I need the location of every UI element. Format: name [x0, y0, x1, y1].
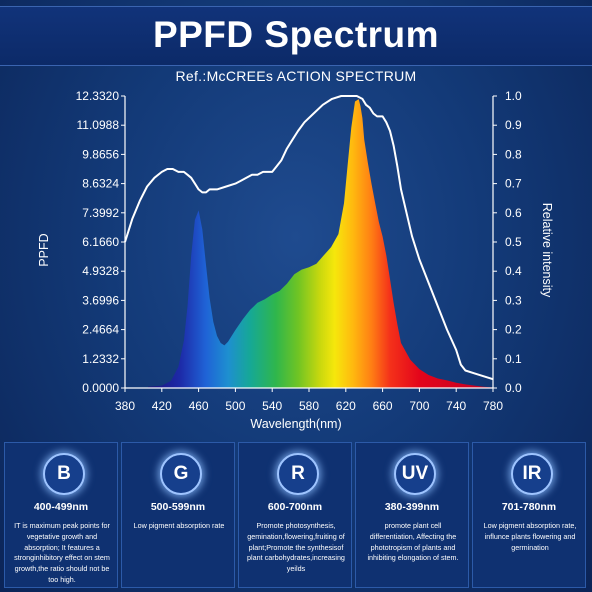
- badge-blue: B: [43, 453, 85, 495]
- y2-axis-label: Relative intensity: [540, 203, 554, 298]
- y-tick-label: 9.8656: [82, 147, 119, 161]
- x-tick-label: 460: [189, 399, 209, 413]
- card-range: 701-780nm: [501, 501, 557, 513]
- card-red: R 600-700nm Promote photosynthesis, gemi…: [238, 442, 352, 588]
- x-tick-label: 500: [225, 399, 245, 413]
- y-tick-label: 3.6996: [82, 293, 119, 307]
- y-tick-label: 2.4664: [82, 323, 119, 337]
- badge-red: R: [277, 453, 319, 495]
- x-tick-label: 660: [373, 399, 393, 413]
- card-description: Low pigment absorption rate: [133, 521, 225, 530]
- y-axis-label: PPFD: [37, 233, 51, 266]
- y2-tick-label: 0.2: [505, 323, 522, 337]
- y2-tick-label: 0.5: [505, 235, 522, 249]
- y2-tick-label: 0.3: [505, 293, 522, 307]
- x-axis-label: Wavelength(nm): [250, 417, 341, 431]
- card-description: Low pigment absorption rate, influnce pl…: [483, 521, 577, 552]
- x-tick-label: 580: [299, 399, 319, 413]
- y2-tick-label: 0.1: [505, 352, 522, 366]
- page-title: PPFD Spectrum: [152, 14, 440, 55]
- card-blue: B 400-499nm IT is maximum peak points fo…: [4, 442, 118, 588]
- y2-tick-label: 0.9: [505, 118, 522, 132]
- spectrum-chart: 0.0000 1.2332 2.4664 3.6996 4.9328 6.1660 7.39…: [37, 89, 554, 431]
- y2-tick-label: 0.7: [505, 177, 522, 191]
- card-uv: UV 380-399nm promote plant cell differen…: [355, 442, 469, 588]
- card-range: 380-399nm: [384, 501, 440, 513]
- y-tick-label: 12.3320: [76, 89, 120, 103]
- y-tick-label: 7.3992: [82, 206, 119, 220]
- y-tick-label: 6.1660: [82, 235, 119, 249]
- x-tick-label: 620: [336, 399, 356, 413]
- series-relative-intensity-line: [124, 95, 494, 381]
- card-green: G 500-599nm Low pigment absorption rate: [121, 442, 235, 588]
- band-info-cards: B 400-499nm IT is maximum peak points fo…: [4, 442, 590, 590]
- y2-tick-label: 0.6: [505, 206, 522, 220]
- title-bar: [0, 6, 592, 66]
- series-ppfd-area: [148, 99, 493, 388]
- y-tick-label: 8.6324: [82, 177, 119, 191]
- y2-tick-label: 0.4: [505, 264, 522, 278]
- badge-uv: UV: [394, 453, 436, 495]
- x-tick-label: 380: [115, 399, 135, 413]
- y2-tick-label: 0.8: [505, 147, 522, 161]
- y-tick-label: 4.9328: [82, 264, 119, 278]
- y-tick-label: 11.0988: [77, 118, 120, 132]
- card-description: Promote photosynthesis, gemination,flowe…: [247, 521, 345, 574]
- x-tick-label: 420: [152, 399, 172, 413]
- x-tick-label: 740: [446, 399, 466, 413]
- x-tick-label: 700: [409, 399, 429, 413]
- card-range: 400-499nm: [33, 501, 89, 513]
- badge-green: G: [160, 453, 202, 495]
- card-range: 600-700nm: [267, 501, 323, 513]
- card-ir: IR 701-780nm Low pigment absorption rate…: [472, 442, 586, 588]
- x-tick-label: 540: [262, 399, 282, 413]
- y-tick-label: 1.2332: [82, 352, 119, 366]
- y-tick-label: 0.0000: [82, 381, 119, 395]
- y2-tick-label: 0.0: [505, 381, 522, 395]
- card-description: promote plant cell differentiation, Affe…: [367, 521, 459, 563]
- y2-tick-label: 1.0: [505, 89, 522, 103]
- card-range: 500-599nm: [150, 501, 206, 513]
- card-description: IT is maximum peak points for vegetative…: [14, 521, 110, 584]
- x-tick-label: 780: [483, 399, 503, 413]
- badge-ir: IR: [511, 453, 553, 495]
- chart-subtitle: Ref.:McCREEs ACTION SPECTRUM: [175, 68, 417, 84]
